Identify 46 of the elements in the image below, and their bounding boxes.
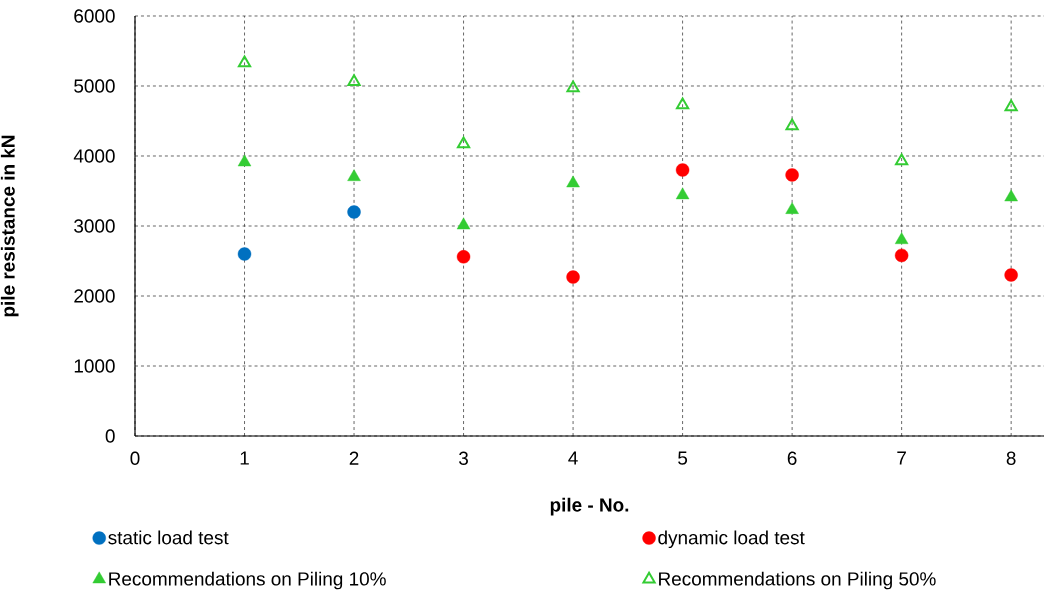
point bbox=[237, 55, 252, 68]
point bbox=[566, 270, 580, 284]
y-tick-label: 2000 bbox=[74, 289, 115, 303]
x-tick-label: 8 bbox=[1006, 451, 1016, 465]
legend-label: dynamic load test bbox=[658, 530, 805, 549]
point bbox=[456, 250, 471, 264]
y-tick-label: 6000 bbox=[74, 9, 115, 23]
legend-label: Recommendations on Piling 50% bbox=[659, 571, 936, 590]
x-tick-label: 7 bbox=[897, 451, 906, 465]
point bbox=[347, 205, 361, 219]
point bbox=[456, 136, 471, 149]
legend-label: static load test bbox=[108, 530, 229, 545]
point bbox=[237, 154, 252, 167]
y-tick-label: 4000 bbox=[73, 149, 115, 163]
point bbox=[1004, 189, 1018, 202]
x-tick-label: 0 bbox=[130, 451, 140, 465]
x-tick-label: 3 bbox=[459, 451, 468, 465]
point bbox=[566, 175, 580, 188]
x-tick-label: 6 bbox=[787, 451, 797, 465]
point bbox=[785, 118, 799, 131]
point bbox=[785, 168, 799, 182]
y-tick-label: 1000 bbox=[74, 359, 115, 373]
point bbox=[347, 169, 361, 181]
point bbox=[237, 247, 252, 261]
point bbox=[1004, 99, 1018, 112]
point bbox=[895, 153, 909, 166]
x-axis-title: pile - No. bbox=[550, 497, 629, 516]
y-axis-title: pile resistance in kN bbox=[0, 135, 19, 317]
point bbox=[347, 74, 361, 87]
point bbox=[675, 97, 690, 110]
y-tick-label: 3000 bbox=[74, 219, 115, 233]
y-tick-label: 0 bbox=[105, 429, 115, 443]
x-tick-label: 2 bbox=[349, 451, 359, 465]
point bbox=[894, 248, 909, 263]
point bbox=[675, 187, 690, 200]
x-tick-label: 4 bbox=[568, 451, 578, 465]
point bbox=[456, 217, 471, 230]
point bbox=[1004, 268, 1018, 282]
point bbox=[675, 163, 690, 177]
x-tick-label: 5 bbox=[678, 451, 688, 465]
y-tick-label: 5000 bbox=[74, 79, 115, 93]
point bbox=[894, 232, 909, 244]
point bbox=[785, 202, 799, 214]
legend-label: Recommendations on Piling 10% bbox=[109, 571, 386, 590]
point bbox=[566, 80, 580, 93]
x-tick-label: 1 bbox=[240, 451, 249, 465]
